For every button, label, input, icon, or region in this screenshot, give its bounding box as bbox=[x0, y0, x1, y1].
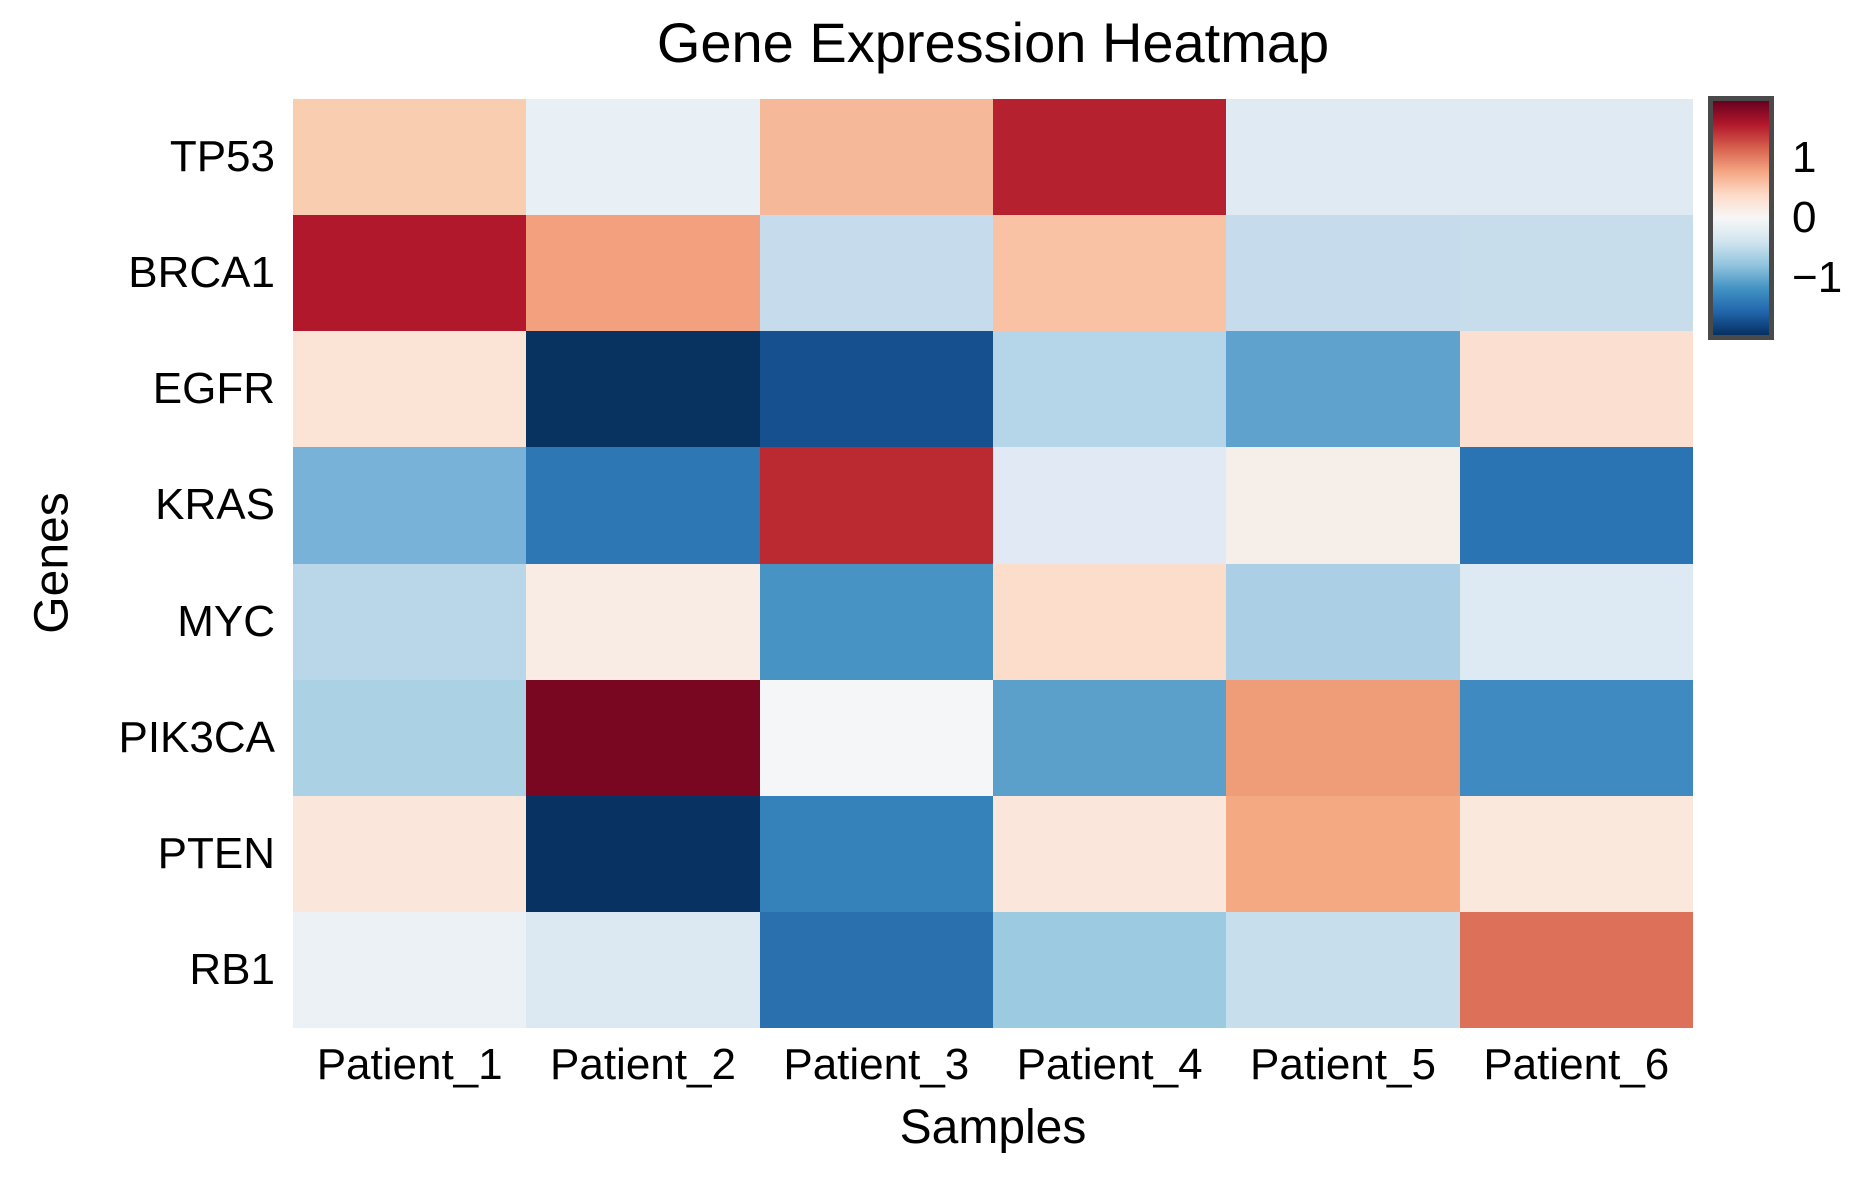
heatmap-cell bbox=[759, 99, 993, 216]
heatmap-cell bbox=[759, 563, 993, 680]
heatmap-cell bbox=[526, 679, 760, 796]
x-tick-label: Patient_3 bbox=[783, 1040, 970, 1089]
heatmap-cell bbox=[293, 99, 527, 216]
y-tick-label: BRCA1 bbox=[128, 248, 275, 298]
heatmap-cell bbox=[293, 795, 527, 912]
heatmap-cell bbox=[992, 99, 1227, 216]
heatmap-cell bbox=[526, 911, 760, 1028]
heatmap-cell bbox=[759, 215, 993, 332]
y-tick-label: MYC bbox=[177, 596, 275, 646]
heatmap-cell bbox=[526, 795, 760, 912]
heatmap-cell bbox=[992, 447, 1227, 564]
heatmap-cell bbox=[293, 911, 527, 1028]
y-tick-label: EGFR bbox=[152, 364, 275, 414]
heatmap-cell bbox=[1459, 215, 1693, 332]
heatmap-cell bbox=[1459, 679, 1693, 796]
y-tick-label: TP53 bbox=[169, 132, 275, 182]
heatmap-cell bbox=[526, 215, 760, 332]
heatmap-cell bbox=[992, 331, 1227, 448]
heatmap-cell bbox=[759, 679, 993, 796]
heatmap-cell bbox=[1226, 99, 1460, 216]
y-tick-label: KRAS bbox=[155, 480, 275, 530]
heatmap-cell bbox=[992, 679, 1227, 796]
heatmap-cell bbox=[759, 911, 993, 1028]
heatmap-cell bbox=[1226, 215, 1460, 332]
heatmap-cell bbox=[1226, 447, 1460, 564]
heatmap-cell bbox=[1459, 99, 1693, 216]
heatmap-cell bbox=[759, 447, 993, 564]
x-axis-label: Samples bbox=[899, 1101, 1087, 1154]
chart-title: Gene Expression Heatmap bbox=[656, 11, 1330, 74]
heatmap-cell bbox=[1226, 563, 1460, 680]
heatmap-cell bbox=[992, 911, 1227, 1028]
heatmap-cell bbox=[1226, 331, 1460, 448]
y-tick-label: RB1 bbox=[189, 944, 275, 994]
x-tick-label: Patient_4 bbox=[1016, 1040, 1203, 1089]
heatmap-cell bbox=[526, 563, 760, 680]
y-tick-label: PTEN bbox=[157, 828, 275, 878]
heatmap-cell bbox=[293, 563, 527, 680]
heatmap-cell bbox=[992, 795, 1227, 912]
heatmap-cell bbox=[759, 331, 993, 448]
colorbar bbox=[1708, 96, 1774, 340]
colorbar-tick-label: −1 bbox=[1792, 253, 1843, 302]
x-tick-label: Patient_6 bbox=[1483, 1040, 1670, 1089]
heatmap-cell bbox=[1459, 447, 1693, 564]
heatmap-cell bbox=[1226, 795, 1460, 912]
heatmap-cell bbox=[293, 331, 527, 448]
heatmap-cell bbox=[1226, 679, 1460, 796]
heatmap-cell bbox=[526, 447, 760, 564]
heatmap-cell bbox=[1226, 911, 1460, 1028]
y-tick-label: PIK3CA bbox=[118, 712, 275, 762]
heatmap-cell bbox=[992, 215, 1227, 332]
x-tick-label: Patient_2 bbox=[550, 1040, 736, 1089]
colorbar-tick-label: 1 bbox=[1792, 133, 1817, 182]
heatmap-cell bbox=[293, 447, 527, 564]
heatmap-cell bbox=[293, 215, 527, 332]
heatmap-cell bbox=[992, 563, 1227, 680]
x-tick-label: Patient_5 bbox=[1250, 1040, 1436, 1089]
heatmap-cell bbox=[759, 795, 993, 912]
heatmap-cell bbox=[1459, 911, 1693, 1028]
heatmap-cell bbox=[526, 331, 760, 448]
colorbar-tick-label: 0 bbox=[1792, 193, 1817, 242]
x-tick-labels: Patient_1 Patient_2 Patient_3 Patient_4 Pati… bbox=[293, 1040, 1693, 1092]
heatmap-cell bbox=[526, 99, 760, 216]
heatmap-cell bbox=[1459, 795, 1693, 912]
x-tick-label: Patient_1 bbox=[316, 1040, 503, 1089]
heatmap-cell bbox=[293, 679, 527, 796]
y-tick-labels: TP53 BRCA1 EGFR KRAS MYC PIK3CA PTEN RB1 bbox=[0, 99, 275, 1028]
heatmap-cell bbox=[1459, 563, 1693, 680]
heatmap-cell bbox=[1459, 331, 1693, 448]
heatmap-grid bbox=[293, 99, 1693, 1028]
